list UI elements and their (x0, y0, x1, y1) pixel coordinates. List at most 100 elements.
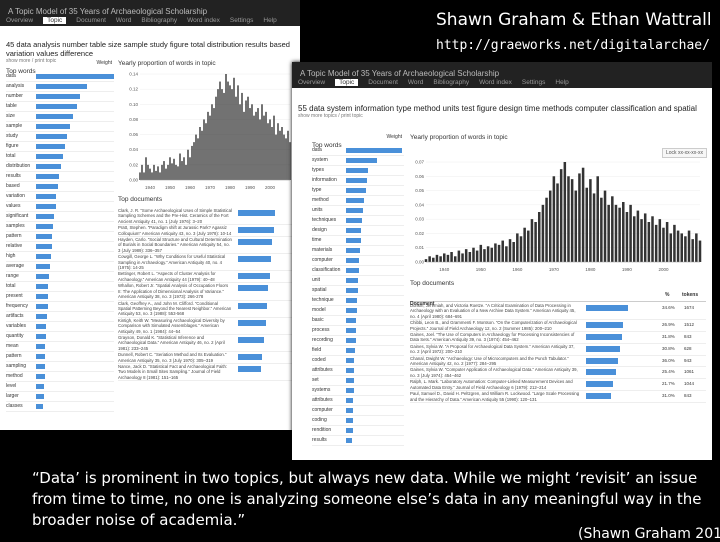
tab-word[interactable]: Word (407, 79, 424, 86)
word-row[interactable]: samples (6, 222, 114, 232)
bar-1952[interactable] (486, 246, 490, 262)
word-row[interactable]: units (312, 206, 404, 216)
bar-1937[interactable] (432, 257, 435, 262)
bar-2005[interactable] (279, 130, 281, 180)
tab-word[interactable]: Word (115, 17, 132, 24)
word-row[interactable]: present (6, 292, 114, 302)
bar-1941[interactable] (446, 254, 450, 262)
document-row[interactable]: Clark, J. R. “Some Archaeological Uses o… (118, 208, 294, 226)
tab-help[interactable]: Help (263, 17, 277, 24)
bar-1964[interactable] (530, 219, 534, 262)
word-row[interactable]: design (312, 226, 404, 236)
bar-1963[interactable] (195, 134, 197, 180)
word-row[interactable]: systems (312, 386, 404, 396)
site-title[interactable]: A Topic Model of 35 Years of Archaeologi… (300, 69, 500, 78)
bar-2000[interactable] (662, 227, 665, 262)
word-row[interactable]: range (6, 272, 114, 282)
word-label[interactable]: technique (312, 297, 334, 303)
word-label[interactable]: variation (6, 193, 25, 199)
document-citation[interactable]: Clark, Geoffrey A., and John M. Clifford… (118, 300, 232, 317)
bar-2002[interactable] (273, 115, 275, 180)
document-citation[interactable]: Paul, Samuel D., David H. Peltzgren, and… (410, 391, 580, 402)
bar-1959[interactable] (512, 242, 515, 262)
bar-1976[interactable] (574, 190, 578, 262)
document-row[interactable]: Bettinger, Robert L. “Aspects of Cluster… (118, 271, 294, 284)
word-label[interactable]: number (6, 93, 23, 99)
bar-2008[interactable] (285, 138, 287, 180)
tab-topic[interactable]: Topic (335, 79, 359, 86)
tab-help[interactable]: Help (555, 79, 569, 86)
bar-2001[interactable] (665, 222, 669, 262)
word-label[interactable]: basic (312, 317, 324, 323)
bar-1986[interactable] (241, 92, 243, 180)
tab-word-index[interactable]: Word index (479, 79, 512, 86)
word-row[interactable]: coded (312, 356, 404, 366)
word-label[interactable]: data (6, 73, 16, 79)
word-label[interactable]: range (6, 273, 19, 279)
bar-1995[interactable] (643, 213, 647, 262)
bar-1988[interactable] (245, 100, 247, 181)
bar-1946[interactable] (161, 164, 163, 180)
bar-2007[interactable] (687, 230, 691, 262)
bar-1973[interactable] (563, 162, 567, 262)
bar-1993[interactable] (255, 111, 257, 180)
bar-1975[interactable] (219, 81, 221, 180)
bar-1992[interactable] (253, 115, 255, 180)
document-row[interactable]: Gaines, Sylvia W. “Computer Application … (410, 367, 706, 380)
word-row[interactable]: information (312, 176, 404, 186)
word-row[interactable]: analysis (6, 82, 114, 92)
tab-settings[interactable]: Settings (521, 79, 546, 86)
document-row[interactable]: Gaines, Sylvia W. “A Proposal for Archae… (410, 344, 706, 356)
document-citation[interactable]: Chanal, Dwight W. “Archaeology: Use of M… (410, 355, 569, 367)
bar-1965[interactable] (199, 127, 201, 180)
bar-2003[interactable] (275, 134, 277, 180)
word-label[interactable]: total (6, 153, 16, 159)
document-citation[interactable]: Nance, Jack D. “Statistical Fact and Arc… (118, 363, 228, 380)
bar-1950[interactable] (169, 157, 171, 180)
word-row[interactable]: pattern (6, 232, 114, 242)
word-row[interactable]: level (6, 382, 114, 392)
word-row[interactable]: relative (6, 242, 114, 252)
bar-2000[interactable] (269, 119, 271, 180)
word-row[interactable]: data (312, 146, 404, 156)
bar-1971[interactable] (556, 183, 559, 262)
bar-1987[interactable] (614, 204, 618, 262)
bar-1937[interactable] (143, 172, 145, 180)
bar-1941[interactable] (151, 172, 153, 180)
bar-2003[interactable] (673, 224, 676, 262)
bar-1980[interactable] (589, 179, 592, 262)
word-label[interactable]: units (312, 207, 323, 213)
bar-1977[interactable] (223, 92, 225, 180)
bar-1974[interactable] (567, 176, 570, 262)
bar-1942[interactable] (450, 252, 453, 262)
word-row[interactable]: quantity (6, 332, 114, 342)
bar-2001[interactable] (271, 127, 273, 180)
word-label[interactable]: study (6, 133, 18, 139)
word-row[interactable]: field (312, 346, 404, 356)
bar-1950[interactable] (479, 244, 483, 262)
document-citation[interactable]: Grayson, Donald K. “Statistical Inferenc… (118, 334, 225, 351)
document-citation[interactable]: Hayden, Carlo. “Social Structure and Cul… (118, 237, 232, 253)
bar-1958[interactable] (508, 239, 512, 262)
bar-1954[interactable] (494, 243, 497, 262)
bar-1949[interactable] (475, 250, 479, 262)
document-citation[interactable]: Whallon, Robert Jr. “Spatial Analysis of… (118, 283, 229, 300)
word-row[interactable]: figure (6, 142, 114, 152)
bar-1961[interactable] (191, 145, 193, 180)
document-row[interactable]: Chanal, Dwight W. “Archaeology: Use of M… (410, 356, 706, 368)
bar-1948[interactable] (165, 168, 167, 180)
word-label[interactable]: system (312, 157, 328, 163)
bar-1989[interactable] (622, 202, 625, 262)
word-row[interactable]: time (312, 236, 404, 246)
word-label[interactable]: sample (6, 123, 23, 129)
bar-1947[interactable] (163, 161, 165, 180)
document-citation[interactable]: Dunnell, Robert C. “Seriation Method and… (118, 352, 227, 363)
bar-1962[interactable] (523, 227, 526, 262)
bar-1988[interactable] (618, 207, 621, 262)
word-label[interactable]: sampling (6, 363, 27, 369)
word-label[interactable]: high (6, 253, 16, 259)
bar-1968[interactable] (545, 197, 548, 262)
bar-1966[interactable] (201, 130, 203, 180)
bar-1951[interactable] (171, 163, 173, 180)
bar-1996[interactable] (261, 104, 263, 180)
